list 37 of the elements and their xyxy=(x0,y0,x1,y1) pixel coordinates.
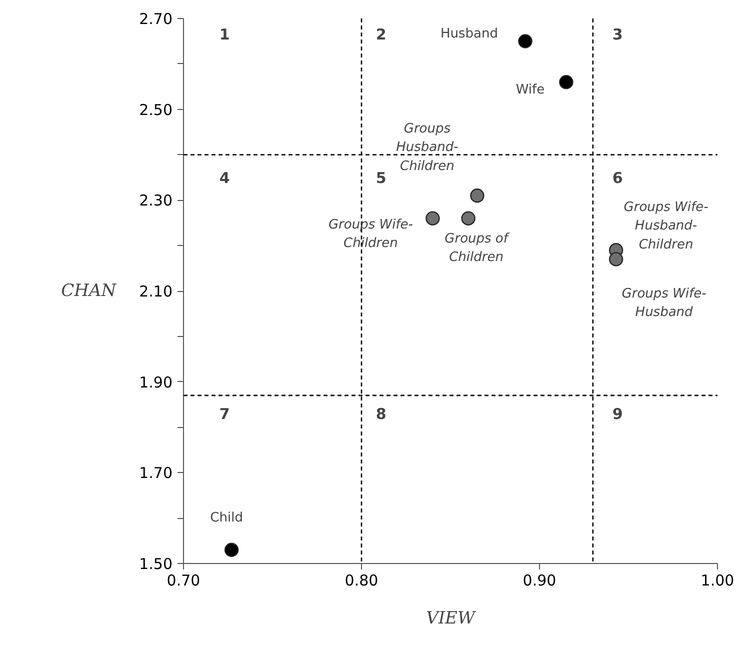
x-tick-label: 0.80 xyxy=(344,572,378,590)
y-tick-label: 2.70 xyxy=(139,10,173,28)
annotation: 5 xyxy=(376,169,386,188)
series-label: Groups of Children xyxy=(444,231,510,266)
annotation: 9 xyxy=(612,405,623,424)
annotation: 1 xyxy=(219,25,230,44)
series-label: Groups Wife-Children xyxy=(328,217,414,252)
annotation: 8 xyxy=(376,405,386,424)
x-tick-label: 1.00 xyxy=(700,572,734,590)
y-tick-label: 2.50 xyxy=(139,100,173,119)
annotation: 4 xyxy=(219,169,230,188)
x-tick-label: 0.90 xyxy=(522,572,556,590)
point xyxy=(470,188,484,203)
series-label: Groups Husband-Children xyxy=(396,121,459,174)
y-tick-label: 2.10 xyxy=(139,282,173,300)
point xyxy=(224,542,239,557)
annotation: 7 xyxy=(219,405,230,424)
y-tick-label: 1.90 xyxy=(139,373,173,392)
point xyxy=(426,211,440,226)
y-tick-label: 1.70 xyxy=(139,464,173,482)
series-label: Groups Wife-Husband xyxy=(622,286,707,320)
series-label: Husband xyxy=(440,26,498,42)
point xyxy=(518,34,532,48)
point xyxy=(608,252,624,266)
series-label: Child xyxy=(210,510,243,526)
y-tick-label: 1.50 xyxy=(139,555,173,573)
y-tick-label: 2.30 xyxy=(139,192,173,210)
x-axis-title: VIEW xyxy=(426,608,476,628)
y-axis-title: CHAN xyxy=(61,281,118,301)
series-label: Groups Wife-Husband-Children xyxy=(624,200,709,252)
annotation: 2 xyxy=(376,25,386,44)
annotation: 6 xyxy=(612,169,623,188)
point xyxy=(559,74,574,90)
point xyxy=(461,211,476,226)
x-tick-label: 0.70 xyxy=(166,572,200,590)
annotation: 3 xyxy=(612,25,623,44)
series-label: Wife xyxy=(516,82,545,98)
